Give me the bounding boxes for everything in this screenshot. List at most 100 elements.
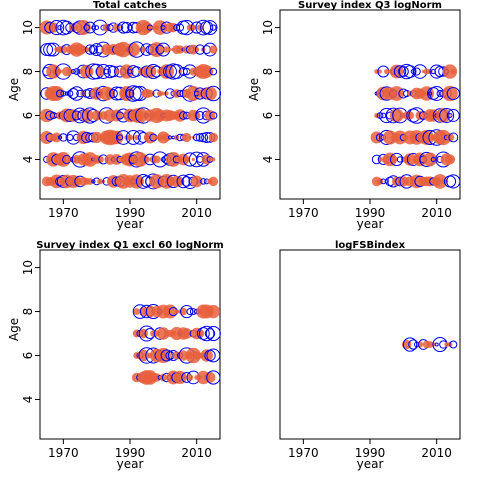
negative-residual-point: [163, 304, 177, 319]
negative-residual-point: [190, 175, 203, 188]
negative-residual-point: [185, 86, 201, 101]
positive-residual-point: [60, 90, 67, 97]
x-axis-label: year: [357, 457, 384, 471]
positive-residual-point: [117, 21, 130, 34]
positive-residual-point: [70, 68, 76, 75]
negative-residual-point: [58, 69, 62, 74]
positive-residual-point: [95, 64, 111, 79]
y-tick-label: 4: [261, 156, 275, 164]
negative-residual-point: [183, 156, 190, 163]
positive-residual-point: [200, 178, 207, 185]
x-tick-label: 2010: [181, 206, 212, 220]
positive-residual-point: [206, 348, 221, 363]
negative-residual-point: [196, 24, 204, 31]
negative-residual-point: [136, 178, 144, 185]
negative-residual-point: [179, 307, 188, 316]
positive-residual-point: [73, 68, 81, 75]
negative-residual-point: [191, 157, 195, 162]
bubble-points: [131, 304, 221, 385]
positive-residual-point: [55, 89, 65, 98]
positive-residual-point: [186, 307, 194, 316]
negative-residual-point: [190, 24, 197, 31]
positive-residual-point: [94, 25, 100, 30]
negative-residual-point: [91, 131, 103, 144]
x-tick-label: 2010: [181, 446, 212, 460]
negative-residual-point: [146, 89, 154, 98]
negative-residual-point: [389, 155, 398, 164]
positive-residual-point: [178, 67, 188, 77]
negative-residual-point: [40, 130, 54, 144]
negative-residual-point: [445, 133, 455, 142]
bubble-points: [401, 336, 458, 353]
y-tick-label: 8: [21, 308, 35, 316]
x-axis-label: year: [117, 457, 144, 471]
plot-frame: [39, 249, 221, 440]
negative-residual-point: [159, 373, 168, 382]
x-tick-label: 1990: [355, 446, 386, 460]
positive-residual-point: [402, 337, 418, 352]
negative-residual-point: [67, 109, 80, 122]
negative-residual-point: [152, 155, 161, 164]
x-tick-label: 1970: [288, 446, 319, 460]
negative-residual-point: [444, 342, 450, 347]
negative-residual-point: [39, 108, 54, 123]
negative-residual-point: [435, 129, 451, 146]
negative-residual-point: [86, 177, 94, 185]
x-axis-label: year: [117, 217, 144, 231]
positive-residual-point: [160, 156, 166, 163]
x-tick-label: 1970: [288, 206, 319, 220]
positive-residual-point: [206, 370, 221, 385]
positive-residual-point: [447, 112, 453, 119]
negative-residual-point: [134, 134, 140, 141]
negative-residual-point: [133, 308, 141, 315]
x-tick-label: 1990: [115, 206, 146, 220]
negative-residual-point: [126, 134, 134, 141]
negative-residual-point: [208, 132, 219, 143]
y-tick-label: 6: [21, 112, 35, 120]
negative-residual-point: [384, 68, 390, 75]
negative-residual-point: [389, 86, 405, 101]
negative-residual-point: [152, 20, 168, 35]
panel-4: logFSBindex 1970 1990 2010 year: [279, 240, 461, 471]
y-tick-label: 8: [261, 68, 275, 76]
negative-residual-point: [52, 67, 62, 76]
negative-residual-point: [51, 132, 62, 143]
x-tick-label: 1970: [48, 446, 79, 460]
negative-residual-point: [432, 174, 448, 189]
negative-residual-point: [419, 130, 435, 145]
x-tick-label: 2010: [421, 446, 452, 460]
negative-residual-point: [152, 373, 161, 382]
negative-residual-point: [188, 136, 192, 139]
x-tick-label: 1990: [355, 206, 386, 220]
negative-residual-point: [409, 174, 424, 189]
positive-residual-point: [446, 86, 460, 101]
plot-frame: [39, 9, 221, 200]
negative-residual-point: [209, 45, 218, 54]
y-axis-label: Age: [7, 78, 21, 101]
negative-residual-point: [444, 154, 456, 165]
negative-residual-point: [82, 152, 98, 167]
x-tick-label: 2010: [421, 206, 452, 220]
positive-residual-point: [205, 85, 222, 102]
negative-residual-point: [211, 157, 216, 162]
y-tick-label: 4: [21, 156, 35, 164]
positive-residual-point: [195, 133, 205, 142]
positive-residual-point: [57, 24, 63, 31]
y-tick-label: 4: [21, 396, 35, 404]
negative-residual-point: [415, 110, 425, 121]
bubble-points: [370, 63, 461, 189]
positive-residual-point: [192, 133, 201, 142]
positive-residual-point: [448, 132, 459, 143]
positive-residual-point: [67, 88, 79, 99]
negative-residual-point: [48, 22, 59, 33]
positive-residual-point: [160, 349, 173, 362]
x-axis-label: year: [357, 217, 384, 231]
positive-residual-point: [398, 63, 415, 80]
positive-residual-point: [397, 66, 409, 77]
negative-residual-point: [405, 111, 415, 120]
positive-residual-point: [176, 174, 191, 189]
negative-residual-point: [403, 153, 417, 166]
positive-residual-point: [384, 179, 389, 184]
negative-residual-point: [182, 132, 192, 143]
negative-residual-point: [436, 108, 451, 123]
